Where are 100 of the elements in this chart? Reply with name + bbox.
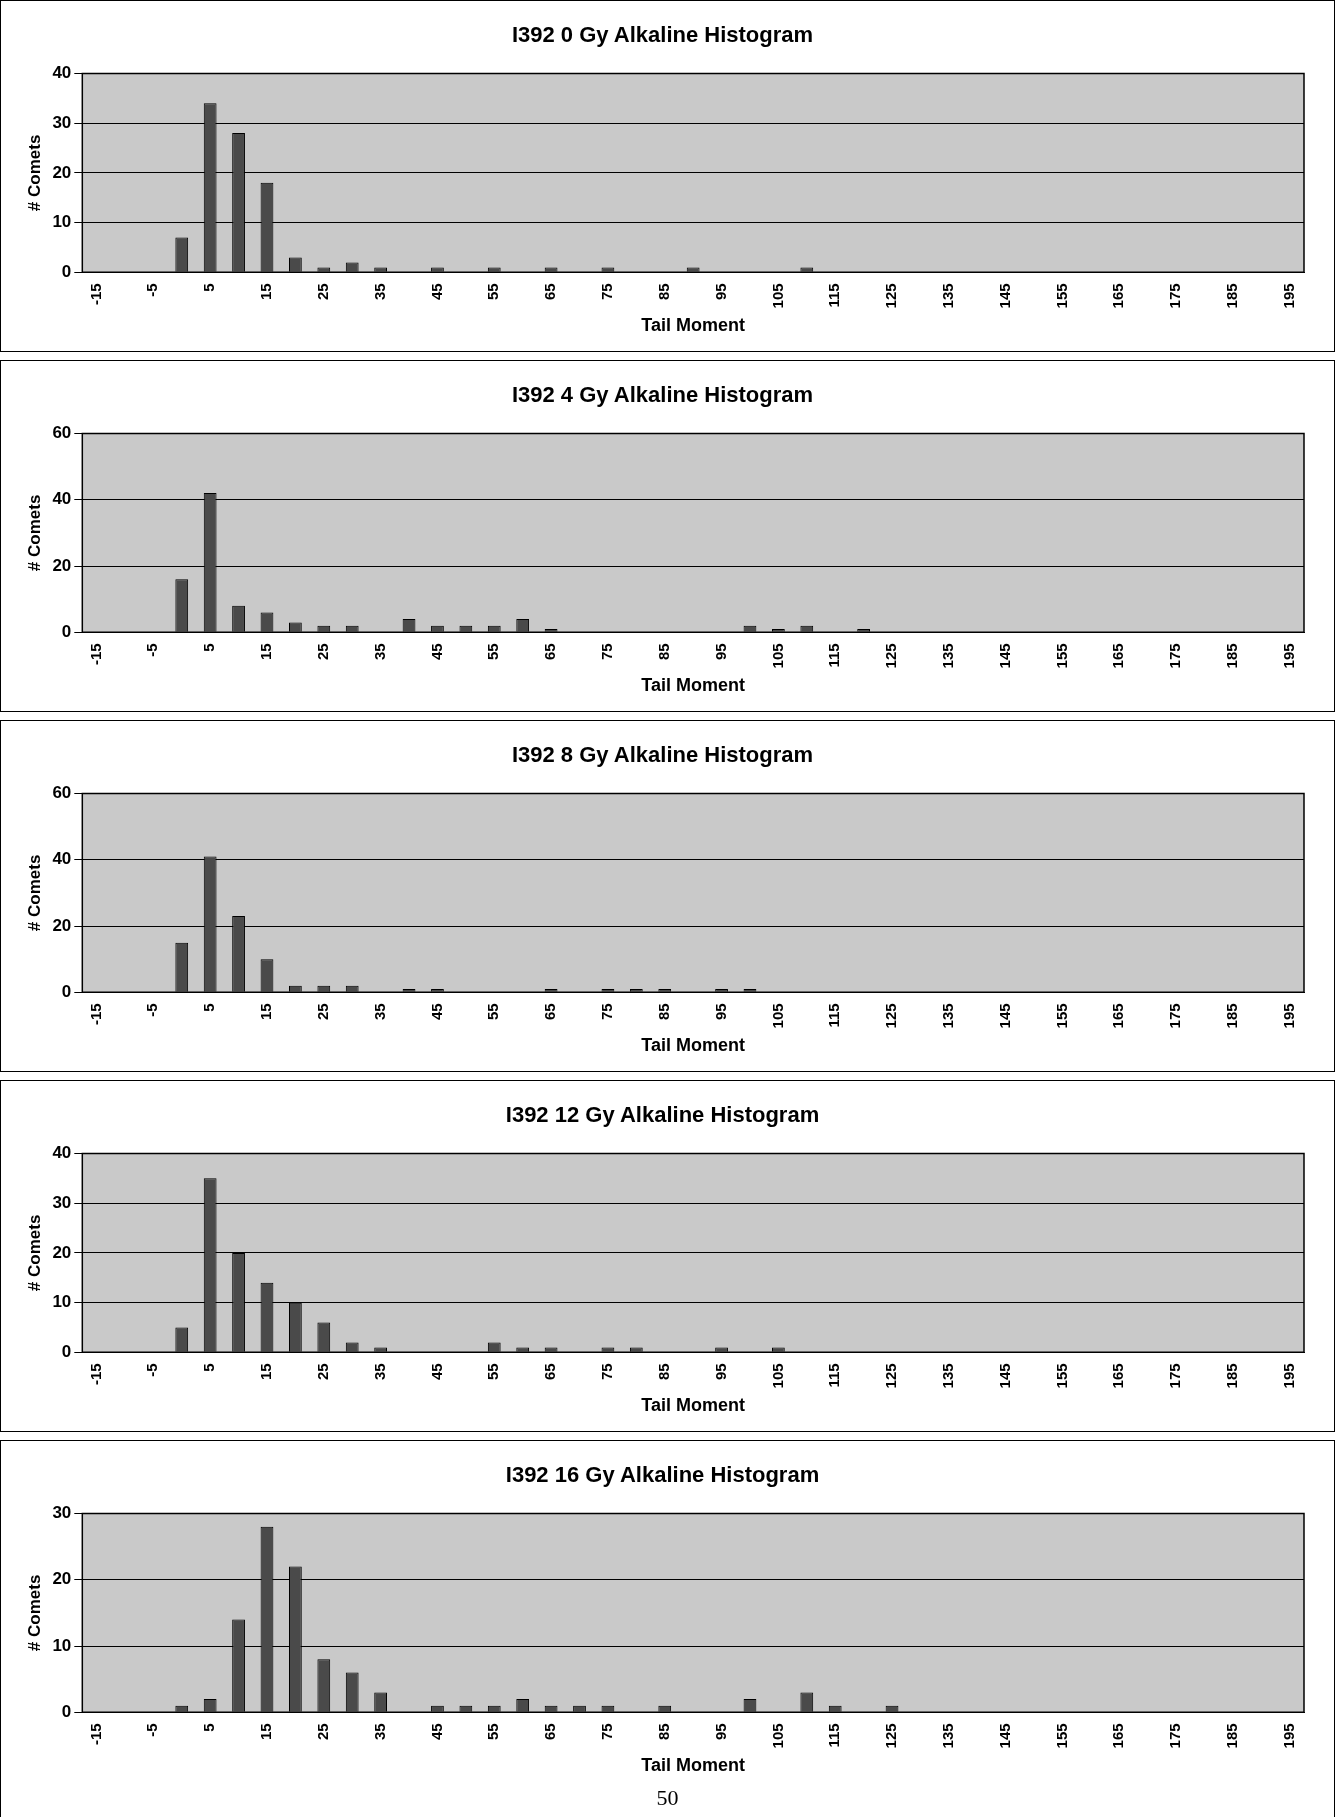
x-tick-label: -15 [86,643,104,666]
x-axis-title: Tail Moment [641,1755,745,1776]
x-tick-label: 195 [1279,1723,1297,1749]
x-tick-label: 95 [711,1723,729,1741]
x-tick-label: 85 [654,643,672,661]
x-tick-label: 15 [257,1363,275,1381]
y-tick-label: 20 [52,915,72,935]
x-tick-label: 155 [1052,283,1070,309]
x-tick-label: 25 [313,283,331,301]
x-tick-label: 135 [939,1363,956,1389]
x-tick-label: 45 [427,1003,445,1021]
x-tick-label: 165 [1109,643,1127,669]
x-tick-label: 105 [768,1363,786,1389]
x-tick-label: 155 [1052,1363,1070,1389]
x-tick-label: 85 [654,283,672,301]
x-tick-label: 25 [313,643,331,661]
y-tick-label: 40 [52,489,72,509]
y-tick-label: 10 [52,1635,72,1655]
x-tick-label: 5 [200,1003,218,1012]
y-tick-label: 0 [61,262,72,282]
x-tick-label: 105 [768,1003,786,1029]
x-tick-label: 95 [711,1003,729,1021]
x-tick-label: -5 [143,1003,161,1017]
x-tick-label: 135 [939,1003,956,1029]
x-tick-label: -15 [86,1723,104,1746]
chart-title: I392 8 Gy Alkaline Histogram [511,742,814,768]
x-tick-label: 195 [1279,1003,1297,1029]
x-tick-label: 105 [768,643,786,669]
y-tick-label: 20 [52,162,72,182]
x-tick-label: 45 [427,643,445,661]
x-tick-label: 175 [1166,643,1184,669]
x-tick-label: 35 [370,643,388,661]
x-tick-label: 135 [939,1723,956,1749]
x-tick-label: 125 [882,1363,900,1389]
y-tick-label: 20 [52,1242,72,1262]
x-tick-label: 75 [598,1003,616,1021]
y-axis-title: # Comets [24,1574,44,1652]
y-tick-label: 40 [52,849,72,869]
x-tick-label: 75 [598,283,616,301]
y-tick-label: 20 [52,555,72,575]
y-tick-label: 60 [52,423,72,443]
x-tick-label: 95 [711,283,729,301]
x-tick-label: 35 [370,1003,388,1021]
x-tick-label: 85 [654,1003,672,1021]
x-tick-label: 145 [995,1003,1013,1029]
x-tick-label: 5 [200,643,218,652]
x-tick-label: 135 [939,643,956,669]
x-tick-label: 145 [995,1723,1013,1749]
x-tick-label: 185 [1223,1363,1241,1389]
x-tick-label: -15 [86,1003,104,1026]
x-tick-label: 115 [825,1003,843,1028]
y-axis-title: # Comets [24,494,44,572]
x-tick-label: 115 [825,1723,843,1748]
y-tick-label: 30 [52,112,72,132]
x-tick-label: -15 [86,1363,104,1386]
x-tick-label: 45 [427,1363,445,1381]
x-tick-label: 5 [200,283,218,292]
y-tick-label: 10 [52,1292,72,1312]
x-tick-label: 185 [1223,1723,1241,1749]
x-tick-label: 65 [541,1363,559,1381]
x-tick-label: 65 [541,1003,559,1021]
x-tick-label: 195 [1279,283,1297,309]
y-tick-label: 0 [61,1702,72,1722]
x-tick-label: -5 [143,283,161,297]
x-tick-label: 115 [825,1363,843,1388]
x-tick-label: 5 [200,1723,218,1732]
x-tick-label: 55 [484,283,502,301]
x-axis-title: Tail Moment [641,675,745,696]
chart-title: I392 12 Gy Alkaline Histogram [505,1102,820,1128]
x-tick-label: 45 [427,1723,445,1741]
x-axis-title: Tail Moment [641,1395,745,1416]
x-tick-label: 195 [1279,1363,1297,1389]
x-tick-label: 175 [1166,1003,1184,1029]
x-tick-label: 195 [1279,643,1297,669]
x-tick-label: 5 [200,1363,218,1372]
x-tick-label: 55 [484,1363,502,1381]
y-tick-label: 10 [52,212,72,232]
x-axis-title: Tail Moment [641,315,745,336]
x-axis-title: Tail Moment [641,1035,745,1056]
x-tick-label: 175 [1166,1363,1184,1389]
y-axis-title: # Comets [24,134,44,212]
x-tick-label: 115 [825,643,843,668]
x-tick-label: 65 [541,1723,559,1741]
x-tick-label: 125 [882,1723,900,1749]
x-tick-label: 85 [654,1363,672,1381]
y-tick-label: 60 [52,783,72,803]
chart-title: I392 0 Gy Alkaline Histogram [511,22,814,48]
x-tick-label: 15 [257,1003,275,1021]
x-tick-label: 95 [711,1363,729,1381]
y-tick-label: 0 [61,1342,72,1362]
y-axis-title: # Comets [24,854,44,932]
text: 50 [655,1785,680,1812]
y-tick-label: 20 [52,1569,72,1589]
x-tick-label: 165 [1109,283,1127,309]
x-tick-label: 185 [1223,283,1241,309]
x-tick-label: -5 [143,1363,161,1377]
x-tick-label: 125 [882,283,900,309]
x-tick-label: 35 [370,1723,388,1741]
x-tick-label: 65 [541,283,559,301]
x-tick-label: 25 [313,1003,331,1021]
